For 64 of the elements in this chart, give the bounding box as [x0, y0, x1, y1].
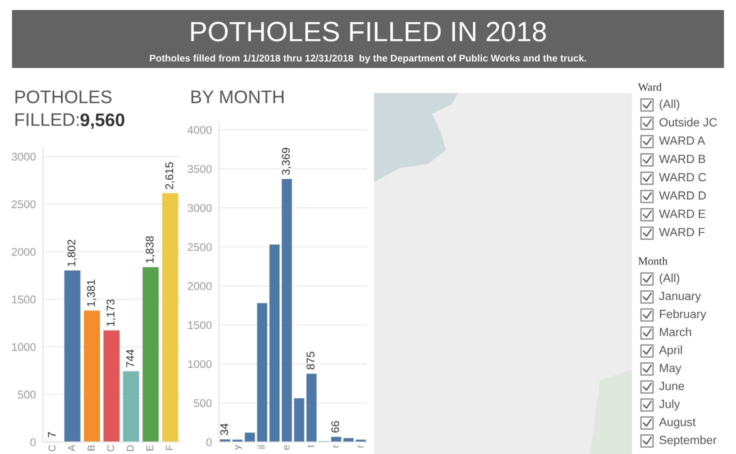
data-label: 7 [48, 432, 56, 438]
x-tick-label: y [234, 444, 242, 450]
text: WARD B [659, 154, 706, 163]
y-tick-label: 1500 [12, 296, 36, 304]
text: September [660, 435, 717, 447]
text: January [659, 292, 701, 302]
text: WARD D [659, 191, 706, 200]
y-tick-label: 2500 [188, 243, 212, 252]
y-tick-label: 0 [30, 438, 36, 446]
y-tick-label: 4000 [188, 126, 212, 134]
text: Outside JC [660, 118, 717, 126]
x-tick-label: C [107, 445, 114, 452]
y-tick-label: 2500 [12, 200, 36, 208]
text: August [659, 418, 696, 429]
text: WARD F [659, 228, 705, 236]
y-tick-label: 2000 [188, 282, 212, 290]
text: WARD C [659, 173, 706, 182]
text: WARD E [659, 210, 706, 218]
x-tick-label: r [358, 444, 364, 448]
y-tick-label: 3000 [12, 152, 36, 161]
chart-subtitle: 9,560 [80, 113, 124, 129]
x-tick-label: t [308, 444, 314, 448]
y-tick-label: 1500 [188, 321, 212, 330]
y-tick-label: 1000 [188, 360, 212, 368]
x-tick-label: E [146, 445, 154, 450]
x-tick-label: r [333, 444, 339, 448]
text: Month [638, 256, 668, 265]
text: WARD A [659, 136, 706, 145]
y-tick-label: 3500 [188, 165, 212, 173]
data-label: 66 [331, 421, 340, 432]
y-tick-label: 2000 [12, 248, 36, 256]
y-tick-label: 500 [194, 399, 212, 408]
y-tick-label: 0 [206, 438, 212, 446]
x-tick-label: il [258, 445, 265, 448]
y-tick-label: 500 [18, 390, 36, 399]
data-label: 3,369 [282, 148, 292, 175]
data-label: 34 [220, 423, 228, 436]
data-label: 744 [126, 349, 134, 368]
text: Ward [638, 82, 662, 91]
x-tick-label: C [48, 445, 56, 452]
text: POTHOLES FILLED IN 2018 [191, 22, 546, 42]
x-tick-label: B [88, 445, 94, 450]
text: July [659, 399, 680, 411]
text: May [660, 364, 682, 375]
text: February [660, 309, 706, 321]
x-tick-label: A [68, 444, 75, 452]
text: April [659, 345, 682, 356]
chart-title: BY MONTH [191, 90, 284, 104]
text: March [660, 327, 692, 336]
text: (All) [660, 273, 680, 284]
text: (All) [660, 100, 680, 110]
x-tick-label: F [166, 445, 173, 450]
data-label: 1,381 [87, 280, 96, 306]
data-label: 875 [306, 352, 314, 370]
text: Potholes filled from 1/1/2018 thru 12/31/2018 by the Department of Public Works and the truck. [150, 54, 586, 64]
x-tick-label: D [126, 445, 134, 451]
x-tick-label: e [284, 445, 290, 450]
y-tick-label: 3000 [188, 204, 212, 212]
data-label: 2,615 [165, 162, 175, 190]
data-label: 1,802 [67, 240, 77, 266]
y-tick-label: 1000 [12, 343, 36, 351]
text: June [659, 382, 684, 390]
data-label: 1,838 [146, 236, 155, 263]
data-label: 1,173 [106, 300, 116, 326]
